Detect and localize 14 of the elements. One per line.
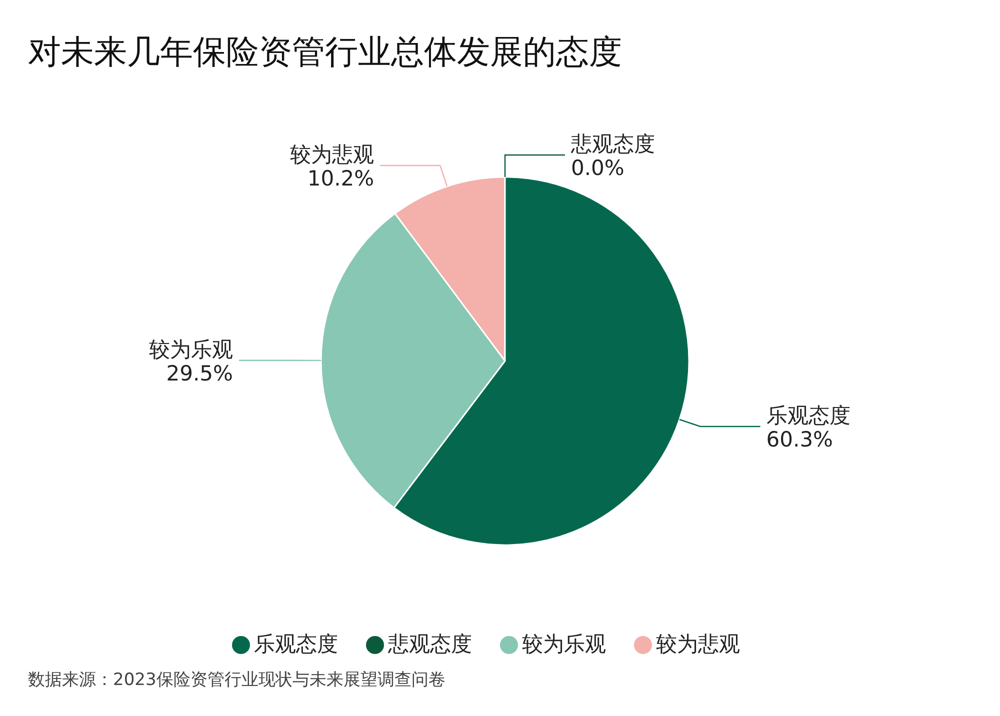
text: 0.0% [571, 156, 624, 180]
category-label: 悲观态度 [571, 132, 655, 156]
slice-label: 较为乐观 [149, 337, 233, 362]
legend-label: 乐观态度 [254, 632, 338, 656]
slice-label: 较为悲观 [290, 142, 374, 166]
data-label: 29.5% [166, 361, 233, 386]
source-note: 数据来源：2023保险资管行业现状与未来展望调查问卷 [27, 669, 446, 691]
data-label: 60.3% [766, 428, 834, 452]
legend-label: 较为乐观 [522, 632, 606, 656]
legend-label: 较为悲观 [656, 632, 740, 656]
slice-label: 乐观态度 [766, 404, 850, 428]
legend-label: 悲观态度 [388, 632, 472, 656]
data-label: 10.2% [307, 166, 374, 190]
chart-title: 对未来几年保险资管行业总体发展的态度 [27, 31, 623, 73]
